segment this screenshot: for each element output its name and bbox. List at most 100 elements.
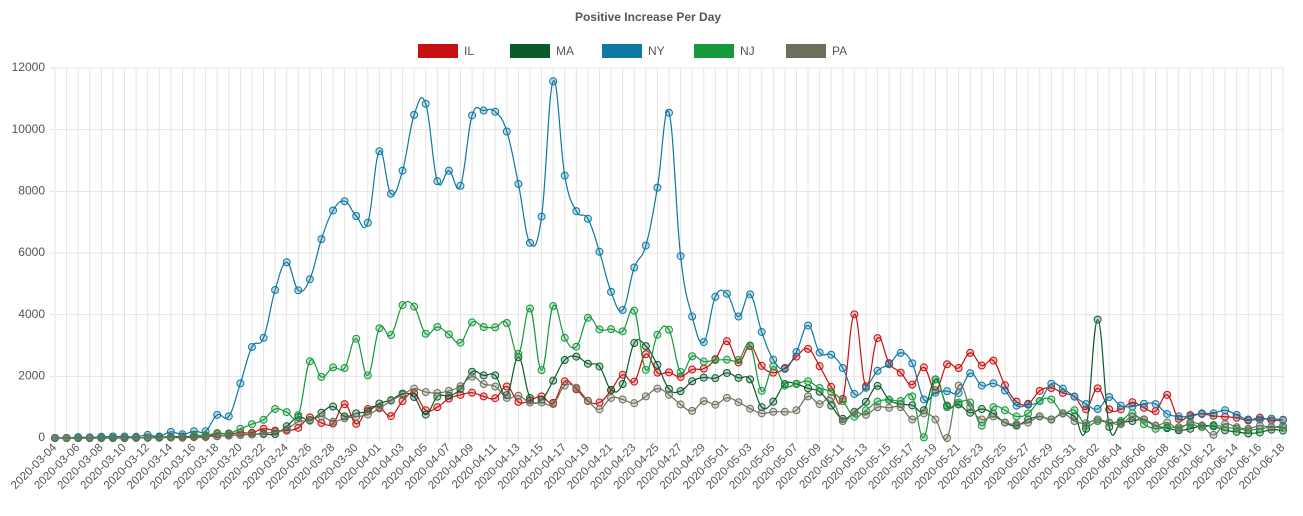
point bbox=[514, 349, 523, 358]
point bbox=[711, 400, 720, 409]
point bbox=[676, 252, 685, 261]
point bbox=[977, 361, 986, 370]
point bbox=[166, 433, 175, 442]
point bbox=[699, 338, 708, 347]
point bbox=[734, 373, 743, 382]
point bbox=[943, 387, 952, 396]
point bbox=[769, 397, 778, 406]
point bbox=[1024, 418, 1033, 427]
legend-swatch[interactable] bbox=[786, 44, 826, 58]
point bbox=[433, 177, 442, 186]
point bbox=[1000, 406, 1009, 415]
point bbox=[618, 395, 627, 404]
point bbox=[1209, 421, 1218, 430]
legend-swatch[interactable] bbox=[510, 44, 550, 58]
point bbox=[861, 410, 870, 419]
series-line bbox=[54, 80, 1284, 439]
point bbox=[827, 387, 836, 396]
point bbox=[641, 342, 650, 351]
point bbox=[676, 368, 685, 377]
point bbox=[271, 405, 280, 414]
legend-swatch[interactable] bbox=[418, 44, 458, 58]
point bbox=[491, 371, 500, 380]
point bbox=[491, 323, 500, 332]
point bbox=[259, 429, 268, 438]
point bbox=[792, 379, 801, 388]
point bbox=[572, 207, 581, 216]
point bbox=[456, 181, 465, 190]
point bbox=[757, 386, 766, 395]
point bbox=[1197, 409, 1206, 418]
point bbox=[653, 330, 662, 339]
point bbox=[479, 380, 488, 389]
point bbox=[850, 310, 859, 319]
point bbox=[943, 360, 952, 369]
point bbox=[1012, 412, 1021, 421]
point bbox=[618, 306, 627, 315]
legend-swatch[interactable] bbox=[602, 44, 642, 58]
point bbox=[885, 360, 894, 369]
point bbox=[804, 321, 813, 330]
point bbox=[595, 362, 604, 371]
legend-label[interactable]: PA bbox=[832, 44, 847, 58]
point bbox=[827, 350, 836, 359]
point bbox=[734, 312, 743, 321]
point bbox=[757, 327, 766, 336]
point bbox=[873, 334, 882, 343]
point bbox=[491, 394, 500, 403]
point bbox=[247, 420, 256, 429]
point bbox=[1047, 415, 1056, 424]
point bbox=[1197, 421, 1206, 430]
point bbox=[549, 77, 558, 86]
point bbox=[1128, 402, 1137, 411]
y-tick-label: 2000 bbox=[18, 369, 45, 383]
point bbox=[317, 235, 326, 244]
legend-label[interactable]: NY bbox=[648, 44, 665, 58]
point bbox=[1163, 418, 1172, 427]
point bbox=[1267, 414, 1276, 423]
point bbox=[630, 339, 639, 348]
point bbox=[294, 423, 303, 432]
point bbox=[560, 333, 569, 342]
legend-label[interactable]: MA bbox=[556, 44, 574, 58]
point bbox=[1221, 412, 1230, 421]
point bbox=[838, 417, 847, 426]
point bbox=[213, 432, 222, 441]
point bbox=[885, 403, 894, 412]
point bbox=[630, 399, 639, 408]
point bbox=[456, 338, 465, 347]
legend-label[interactable]: NJ bbox=[740, 44, 755, 58]
point bbox=[1163, 409, 1172, 418]
point bbox=[1174, 424, 1183, 433]
point bbox=[595, 325, 604, 334]
point bbox=[966, 369, 975, 378]
point bbox=[943, 403, 952, 412]
point bbox=[560, 377, 569, 386]
y-tick-label: 12000 bbox=[12, 60, 46, 74]
point bbox=[352, 412, 361, 421]
point bbox=[1082, 419, 1091, 428]
point bbox=[317, 372, 326, 381]
point bbox=[931, 375, 940, 384]
point bbox=[1116, 420, 1125, 429]
point bbox=[804, 392, 813, 401]
point bbox=[665, 384, 673, 393]
point bbox=[734, 398, 743, 407]
legend-label[interactable]: IL bbox=[464, 44, 474, 58]
point bbox=[51, 434, 59, 442]
point bbox=[363, 410, 372, 419]
point bbox=[769, 407, 778, 416]
point bbox=[861, 383, 870, 392]
point bbox=[896, 348, 905, 357]
point bbox=[607, 287, 616, 296]
point bbox=[1151, 400, 1160, 409]
point bbox=[537, 398, 546, 407]
point bbox=[352, 212, 361, 220]
point bbox=[1244, 424, 1253, 433]
point bbox=[386, 412, 395, 421]
point bbox=[525, 304, 534, 313]
point bbox=[305, 416, 314, 425]
legend-swatch[interactable] bbox=[694, 44, 734, 58]
point bbox=[560, 171, 569, 180]
point bbox=[989, 356, 998, 365]
